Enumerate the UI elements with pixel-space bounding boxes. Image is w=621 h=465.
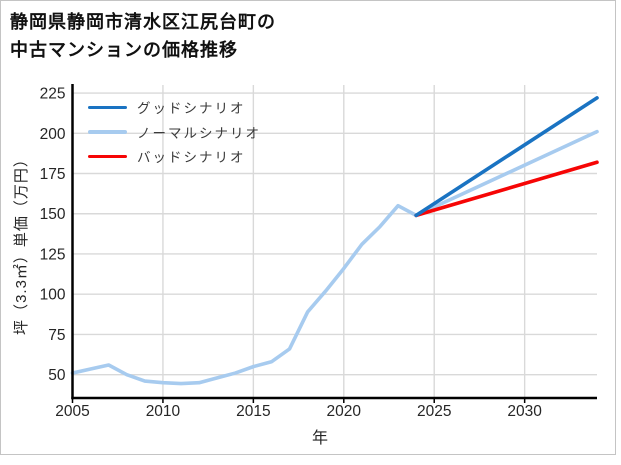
chart-title: 静岡県静岡市清水区江尻台町の 中古マンションの価格推移	[10, 8, 276, 64]
series-line-bad-scenario	[414, 160, 599, 218]
y-tick-label: 75	[48, 327, 65, 344]
legend-label-normal-scenario: ノーマルシナリオ	[137, 125, 261, 141]
x-tick-label: 2030	[507, 403, 542, 420]
x-tick-label: 2010	[146, 403, 181, 420]
series-line-good-scenario	[414, 96, 599, 218]
y-tick-label: 150	[40, 206, 66, 223]
legend-label-bad-scenario: バッドシナリオ	[137, 150, 246, 166]
legend-swatch-normal-scenario	[88, 130, 127, 134]
y-tick-label: 50	[48, 367, 66, 384]
legend-swatch-good-scenario	[88, 105, 127, 109]
chart-frame	[0, 0, 616, 455]
legend: グッドシナリオ ノーマルシナリオ バッドシナリオ	[88, 95, 261, 169]
legend-swatch-bad-scenario	[88, 154, 127, 158]
legend-item-normal-scenario: ノーマルシナリオ	[88, 120, 261, 145]
legend-item-good-scenario: グッドシナリオ	[88, 95, 261, 120]
series-line-history	[70, 203, 418, 386]
legend-item-bad-scenario: バッドシナリオ	[88, 144, 261, 169]
legend-label-good-scenario: グッドシナリオ	[137, 101, 246, 117]
x-tick-label: 2015	[236, 403, 270, 420]
x-tick-label: 2025	[417, 403, 451, 420]
y-tick-label: 175	[40, 166, 66, 183]
y-tick-label: 125	[40, 246, 66, 263]
chart-title-line1: 静岡県静岡市清水区江尻台町の	[10, 12, 276, 32]
series-line-normal-scenario	[414, 129, 599, 218]
x-axis-label: 年	[311, 430, 328, 447]
y-axis-label: 坪（3.3㎡）単価（万円）	[13, 151, 30, 335]
y-tick-label: 100	[40, 287, 66, 304]
chart-title-line2: 中古マンションの価格推移	[10, 40, 238, 60]
y-tick-label: 200	[40, 126, 66, 143]
x-tick-label: 2005	[55, 403, 89, 420]
y-tick-label: 225	[40, 86, 66, 103]
x-tick-label: 2020	[327, 403, 362, 420]
